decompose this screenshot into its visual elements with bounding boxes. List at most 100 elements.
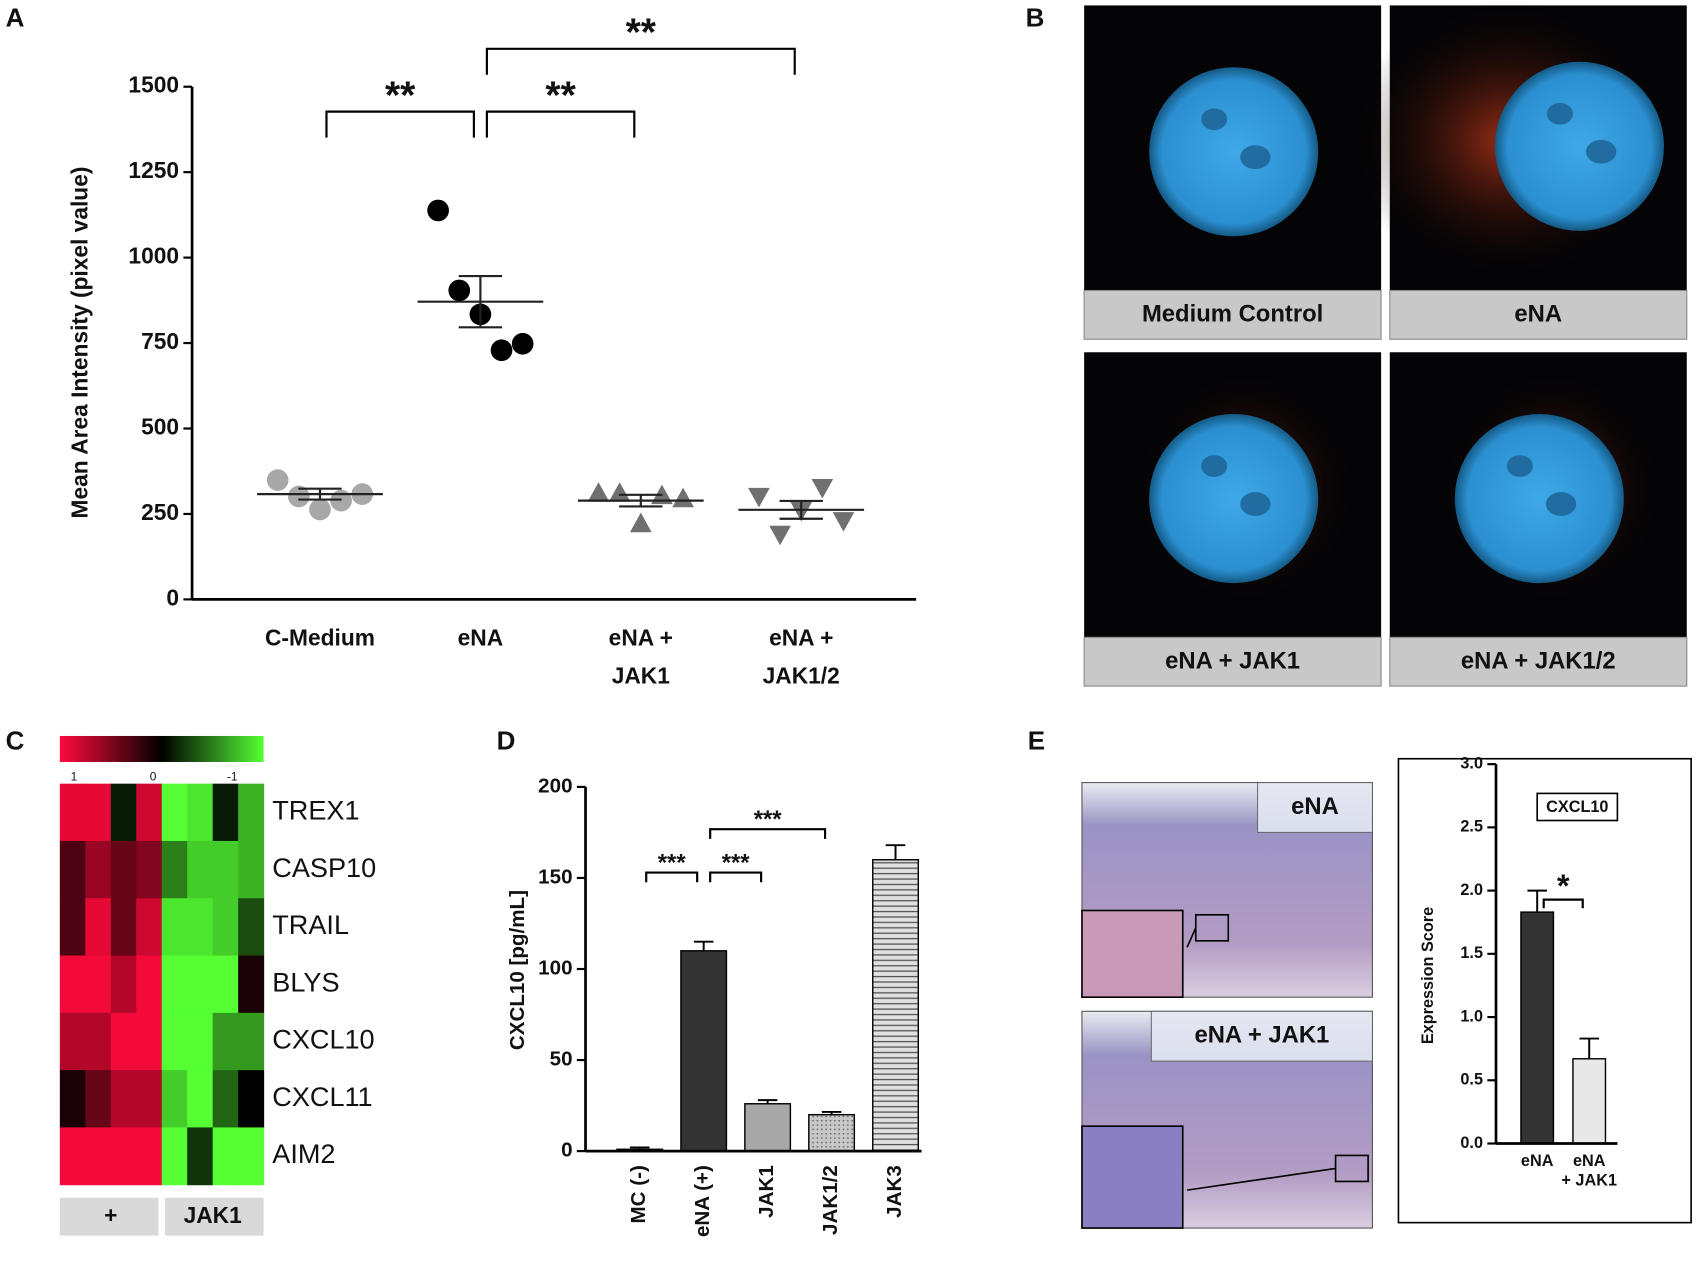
heatmap-cell [136,1070,163,1128]
significance-bracket [709,871,763,883]
image-label: eNA + JAK1 [1165,648,1300,675]
image-label-box [1083,636,1382,687]
heatmap-cell [136,1012,163,1071]
heatmap-cell [161,955,188,1014]
heatmap-cell [161,1070,188,1128]
data-point [629,512,652,533]
y-tick-label: 0.0 [1460,1134,1483,1152]
nucleus [1149,67,1319,237]
y-tick-label: 2.0 [1460,881,1483,899]
heatmap-cell [187,840,214,899]
inset-arrow [1186,1167,1336,1191]
data-point [608,482,631,502]
x-tick-label: eNA + [769,625,833,651]
row-label: TREX1 [272,794,359,825]
heatmap-cell [85,1012,112,1071]
bar [744,1103,792,1152]
nucleus [1494,61,1665,231]
heatmap-cell [136,898,163,957]
panel-label: E [1028,725,1045,755]
error-bar [885,844,906,860]
image-label-box [1389,636,1688,687]
heatmap-cell [238,1127,265,1186]
image-label: eNA + JAK1/2 [1461,648,1616,675]
image-label-box [1150,1010,1373,1062]
heatmap-cell [212,955,239,1014]
y-tick-label: 150 [538,865,572,888]
row-label: AIM2 [272,1138,335,1169]
error-bar [1579,1037,1599,1059]
x-tick-label: C-Medium [265,625,375,651]
significance-label: *** [754,806,783,833]
nucleolus [1201,108,1228,131]
nucleolus [1545,492,1577,516]
heatmap-cell [187,1070,214,1128]
heatmap-cell [136,840,163,899]
group-label: JAK1 [184,1202,243,1228]
y-tick-label: 100 [538,956,572,979]
heatmap-cell [238,898,265,957]
panel-label: A [6,2,25,32]
colorbar-tick-label: 0 [150,769,157,783]
heatmap-cell [212,1012,239,1071]
colorbar-tick-label: 1 [71,769,78,783]
nucleolus [1240,492,1271,516]
heatmap-cell [136,955,163,1014]
y-axis-label: CXCL10 [pg/mL] [506,890,529,1050]
heatmap-cell [238,783,265,842]
heatmap-cell [161,1127,188,1186]
x-tick-label: + JAK1 [1561,1172,1617,1190]
bar [680,950,728,1152]
panel-label: D [497,725,516,755]
group-label: + [104,1202,117,1228]
heatmap-cell [110,1127,137,1186]
row-label: BLYS [272,966,339,997]
nucleus [1454,414,1624,584]
heatmap-cell [110,955,137,1014]
image-label: Medium Control [1142,301,1323,328]
inset-arrow [1186,927,1197,948]
heatmap-cell [136,783,163,842]
x-tick-label: JAK3 [883,1165,906,1218]
heatmap-cell [59,840,86,899]
heatmap-cell [212,898,239,957]
inset [1081,1125,1184,1229]
x-tick-label: eNA [1573,1152,1606,1170]
heatmap-cell [238,1070,265,1128]
y-tick-label: 250 [141,499,179,525]
colorbar-tick-label: -1 [227,769,238,783]
heatmap-cell [59,783,86,842]
data-point [672,487,694,508]
significance-label: *** [658,849,687,876]
significance-label: *** [722,849,751,876]
data-point [490,339,513,362]
data-point [309,498,331,521]
y-tick-label: 3.0 [1460,754,1483,772]
significance-bracket [485,47,796,75]
group-box [59,1197,159,1236]
heatmap-cell [59,1127,86,1186]
heatmap-cell [59,1070,86,1128]
data-point [287,485,310,508]
chart-title: CXCL10 [1546,798,1608,816]
y-axis-label: Mean Area Intensity (pixel value) [67,167,93,519]
panel-label: C [6,725,25,755]
image-label: eNA [1514,301,1562,328]
row-label: TRAIL [272,909,349,940]
heatmap-cell [212,840,239,899]
heatmap-cell [161,898,188,957]
heatmap-cell [85,1070,112,1128]
nucleus [1149,414,1319,584]
heatmap-cell [85,783,112,842]
heatmap-cell [212,783,239,842]
heatmap-cell [212,1127,239,1186]
data-point [427,199,449,222]
sem-bar [298,487,342,501]
y-tick-label: 750 [141,328,179,354]
data-point [266,469,289,491]
x-tick-label: eNA + [609,625,673,651]
significance-label: ** [545,74,576,117]
significance-bracket [709,828,827,839]
heatmap-cell [85,1127,112,1186]
significance-label: ** [385,74,416,117]
